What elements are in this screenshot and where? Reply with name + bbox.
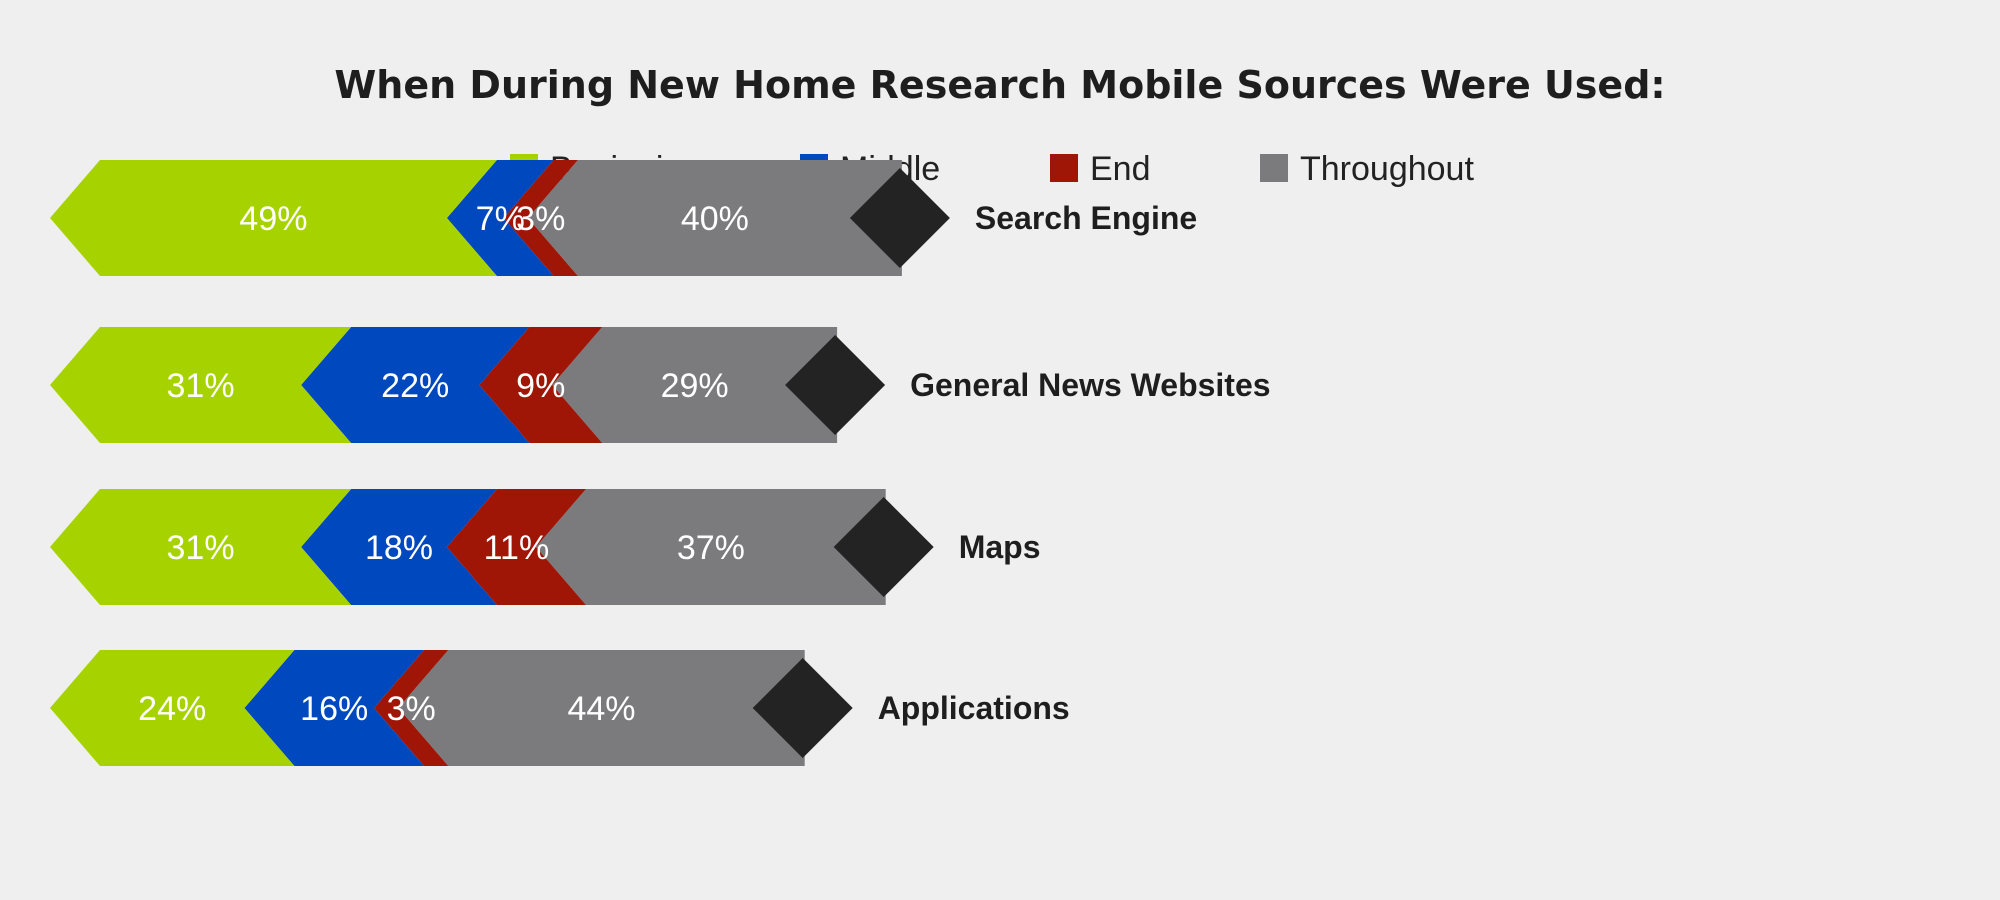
chart-title: When During New Home Research Mobile Sou… — [334, 63, 1665, 107]
category-label: Applications — [878, 690, 1070, 726]
bar-row-applications: 24% 16% 3% 44% Applications — [50, 650, 1070, 766]
bar-segment-end — [374, 650, 449, 766]
data-label-middle: 7% — [476, 200, 525, 238]
legend-label-end: End — [1090, 150, 1151, 188]
data-label-middle: 18% — [365, 529, 433, 567]
bar-segment-middle — [301, 489, 497, 605]
bar-segment-middle — [301, 327, 530, 443]
bar-segment-beginning — [50, 327, 352, 443]
bar-segment-end — [479, 327, 603, 443]
bar-segment-throughout — [398, 650, 805, 766]
bar-segment-beginning — [50, 489, 352, 605]
category-label: Search Engine — [975, 200, 1197, 236]
end-marker-diamond — [752, 658, 853, 758]
legend-label-throughout: Throughout — [1300, 150, 1474, 188]
data-label-beginning: 24% — [138, 690, 206, 728]
bar-segment-middle — [244, 650, 424, 766]
data-label-end: 9% — [516, 367, 565, 405]
end-marker-diamond — [785, 335, 886, 435]
bar-row-search-engine: 49% 7%3% 40% Search Engine — [50, 160, 1197, 276]
bar-segment-beginning — [50, 160, 497, 276]
bar-segment-throughout — [536, 489, 886, 605]
data-label-end: 3% — [387, 690, 436, 728]
data-label-beginning: 49% — [239, 200, 307, 238]
legend-swatch-end — [1050, 154, 1078, 182]
data-label-middle: 16% — [300, 690, 368, 728]
data-label-middle: 22% — [381, 367, 449, 405]
bar-segment-throughout — [552, 327, 838, 443]
bar-segment-middle — [446, 160, 554, 276]
bar-segment-end — [503, 160, 578, 276]
data-label-beginning: 31% — [167, 367, 235, 405]
data-label-throughout: 29% — [661, 367, 729, 405]
bar-segment-end — [446, 489, 586, 605]
end-marker-diamond — [833, 497, 934, 597]
legend-swatch-throughout — [1260, 154, 1288, 182]
category-label: General News Websites — [910, 367, 1270, 403]
data-label-throughout: 37% — [677, 529, 745, 567]
bar-segment-beginning — [50, 650, 295, 766]
end-marker-diamond — [849, 168, 950, 268]
bar-segment-throughout — [527, 160, 902, 276]
data-label-throughout: 40% — [681, 200, 749, 238]
data-label-end: 3% — [516, 200, 565, 238]
category-label: Maps — [959, 529, 1041, 565]
data-label-end: 11% — [484, 529, 550, 567]
data-label-beginning: 31% — [167, 529, 235, 567]
bar-row-maps: 31% 18% 11% 37% Maps — [50, 489, 1040, 605]
data-label-throughout: 44% — [567, 690, 635, 728]
bar-row-general-news-websites: 31% 22% 9% 29% General News Websites — [50, 327, 1271, 443]
